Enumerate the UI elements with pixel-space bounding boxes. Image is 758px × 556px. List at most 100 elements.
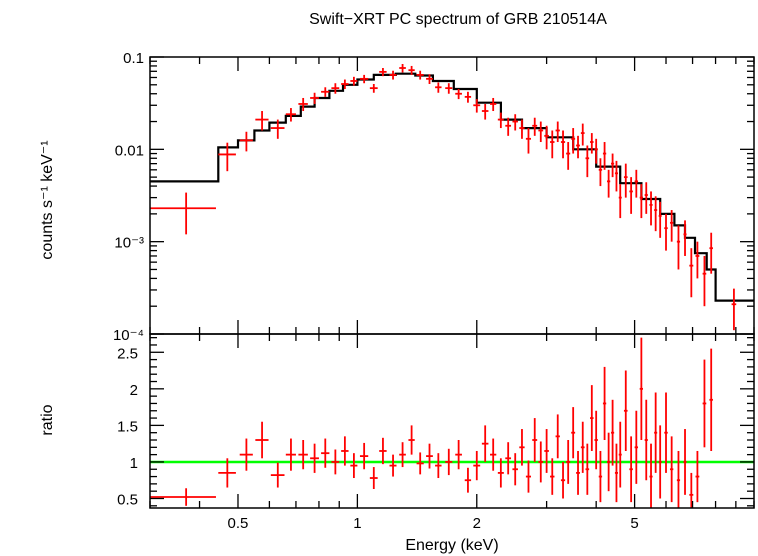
spectrum-point [594, 138, 598, 164]
spectrum-point [298, 97, 308, 112]
ratio-point [416, 452, 424, 475]
ratio-point [473, 450, 481, 481]
spectrum-data-series [150, 63, 737, 331]
bottom-y-tick-label: 2 [130, 382, 138, 399]
bottom-panel-frame [149, 333, 755, 509]
x-axis-label: Energy (keV) [405, 537, 498, 554]
spectrum-point [399, 63, 406, 73]
ratio-point [538, 441, 544, 483]
spectrum-point [464, 91, 472, 103]
spectrum-point [455, 89, 462, 100]
spectrum-point [634, 169, 639, 198]
ratio-point [519, 429, 525, 466]
spectrum-point [623, 163, 628, 198]
spectrum-point [555, 121, 560, 143]
spectrum-point [709, 232, 713, 274]
ratio-point [676, 450, 681, 508]
spectrum-point [602, 142, 607, 170]
spectrum-point [538, 121, 544, 143]
top-panel: 0.1 0.01 10⁻³ 10⁻⁴ [113, 50, 755, 344]
ratio-point [571, 407, 576, 459]
top-panel-frame [149, 56, 755, 335]
ratio-point [505, 442, 512, 475]
top-y-tick-label: 10⁻³ [114, 235, 144, 252]
ratio-point [399, 442, 406, 468]
ratio-point [350, 453, 358, 479]
bottom-x-ticks: 0.5 1 2 5 [149, 334, 755, 532]
ratio-point [644, 399, 648, 481]
spectrum-point [649, 191, 653, 226]
top-y-ticks: 0.1 0.01 10⁻³ 10⁻⁴ [113, 50, 754, 344]
spectrum-point [505, 117, 512, 136]
spectrum-point [644, 182, 648, 214]
ratio-point [532, 418, 538, 462]
ratio-point [379, 437, 387, 465]
top-y-tick-label: 0.1 [123, 50, 144, 67]
spectrum-point [607, 169, 611, 198]
ratio-point [623, 370, 628, 451]
ratio-point [629, 436, 633, 503]
spectrum-point [435, 82, 442, 93]
spectrum-point [629, 177, 633, 214]
top-y-axis-label: counts s⁻¹ keV⁻¹ [39, 140, 56, 259]
ratio-point [285, 438, 296, 471]
spectrum-point [359, 74, 369, 84]
ratio-point [689, 472, 694, 508]
spectrum-point [669, 210, 674, 242]
x-tick-label: 1 [353, 515, 361, 532]
spectrum-point [341, 79, 349, 90]
ratio-point [560, 461, 566, 499]
bottom-y-tick-label: 2.5 [117, 345, 138, 362]
spectrum-point [525, 128, 532, 154]
ratio-point [512, 453, 518, 486]
ratio-point [669, 436, 674, 503]
ratio-point [614, 443, 618, 503]
ratio-point [580, 421, 585, 473]
spectrum-point [321, 87, 330, 97]
ratio-point [298, 440, 308, 470]
ratio-point [341, 436, 349, 466]
bottom-y-axis-label: ratio [39, 404, 56, 435]
spectrum-point [255, 111, 269, 131]
ratio-point [497, 458, 504, 488]
spectrum-point [532, 117, 538, 136]
spectrum-point [618, 184, 622, 219]
spectrum-point [598, 158, 603, 187]
model-curve [150, 72, 754, 302]
spectrum-point [702, 255, 707, 307]
top-y-tick-label: 10⁻⁴ [113, 327, 144, 344]
spectrum-point [331, 83, 340, 94]
ratio-point [150, 488, 216, 506]
spectrum-point [497, 112, 504, 129]
spectrum-point [270, 119, 285, 139]
ratio-point [658, 425, 662, 499]
ratio-point [664, 392, 668, 473]
spectrum-point [369, 84, 378, 93]
spectrum-point [611, 153, 615, 178]
spectrum-point [490, 97, 497, 112]
bottom-y-ticks: 0.5 1 1.5 2 2.5 [117, 337, 754, 508]
spectrum-point [473, 99, 481, 113]
spectrum-point [408, 65, 415, 75]
spectrum-point [519, 119, 525, 139]
ratio-point [550, 458, 555, 495]
bottom-y-tick-label: 0.5 [117, 491, 138, 508]
ratio-point [576, 450, 580, 495]
ratio-point [455, 440, 462, 470]
ratio-point [611, 399, 615, 466]
ratio-point [426, 443, 433, 469]
ratio-point [590, 385, 594, 451]
spectrum-point [481, 103, 489, 120]
spectrum-point [560, 130, 566, 159]
spectrum-point [664, 213, 668, 251]
ratio-point [255, 421, 269, 459]
x-tick-label: 2 [473, 515, 481, 532]
bottom-panel: 0.5 1 1.5 2 2.5 0.5 1 2 5 [117, 333, 755, 532]
model-step-line [150, 72, 754, 302]
ratio-point [310, 443, 319, 473]
x-tick-label: 0.5 [228, 515, 249, 532]
ratio-point [598, 450, 603, 503]
spectrum-point [379, 68, 387, 77]
spectrum-point [683, 220, 687, 256]
spectrum-point [590, 133, 594, 154]
